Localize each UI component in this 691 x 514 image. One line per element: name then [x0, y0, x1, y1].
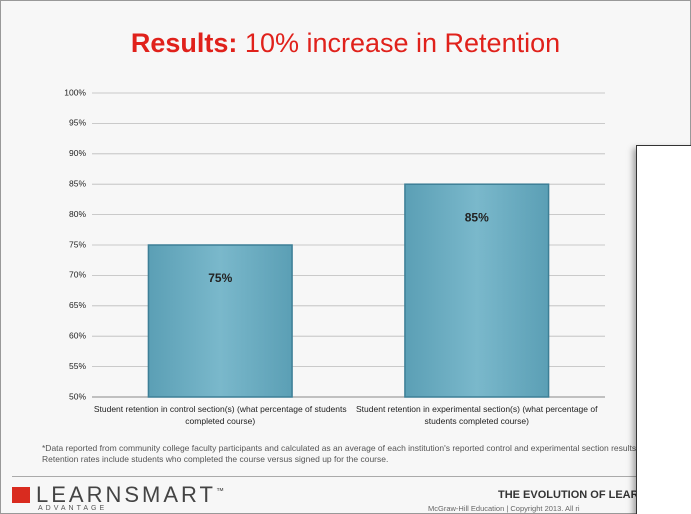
y-tick-label: 80%	[69, 209, 86, 219]
logo-icon	[12, 487, 30, 503]
footnote-line: Retention rates include students who com…	[42, 454, 389, 464]
copyright: McGraw-Hill Education | Copyright 2013. …	[428, 504, 580, 513]
title-bold: Results:	[130, 28, 238, 58]
y-tick-label: 90%	[69, 148, 86, 158]
y-tick-label: 100%	[64, 87, 86, 97]
footer-rule	[12, 476, 637, 477]
footnote: *Data reported from community college fa…	[42, 443, 638, 465]
logo-tm: ™	[215, 486, 227, 496]
value-label: 85%	[465, 210, 489, 224]
y-tick-label: 65%	[69, 300, 86, 310]
overlay-window	[636, 145, 691, 514]
x-tick-label: Student retention in control section(s) …	[93, 404, 347, 426]
y-tick-label: 75%	[69, 239, 86, 249]
y-tick-label: 60%	[69, 330, 86, 340]
title-text: 10% increase in Retention	[244, 28, 561, 58]
y-tick-label: 55%	[69, 361, 86, 371]
title: Results: 10% increase in Retention	[0, 28, 691, 59]
y-tick-label: 50%	[69, 391, 86, 401]
y-tick-label: 85%	[69, 178, 86, 188]
y-tick-label: 70%	[69, 270, 86, 280]
y-tick-label: 95%	[69, 118, 86, 128]
x-tick-label: Student retention in experimental sectio…	[356, 404, 598, 426]
logo-text: LEARNSMART	[36, 482, 216, 507]
footnote-line: *Data reported from community college fa…	[42, 443, 639, 453]
logo-sub: ADVANTAGE	[38, 505, 108, 512]
bar	[147, 244, 293, 398]
tagline: THE EVOLUTION OF LEAR	[498, 489, 639, 501]
logo: LEARNSMART™	[36, 482, 227, 508]
value-label: 75%	[208, 271, 232, 285]
bar	[404, 183, 550, 398]
